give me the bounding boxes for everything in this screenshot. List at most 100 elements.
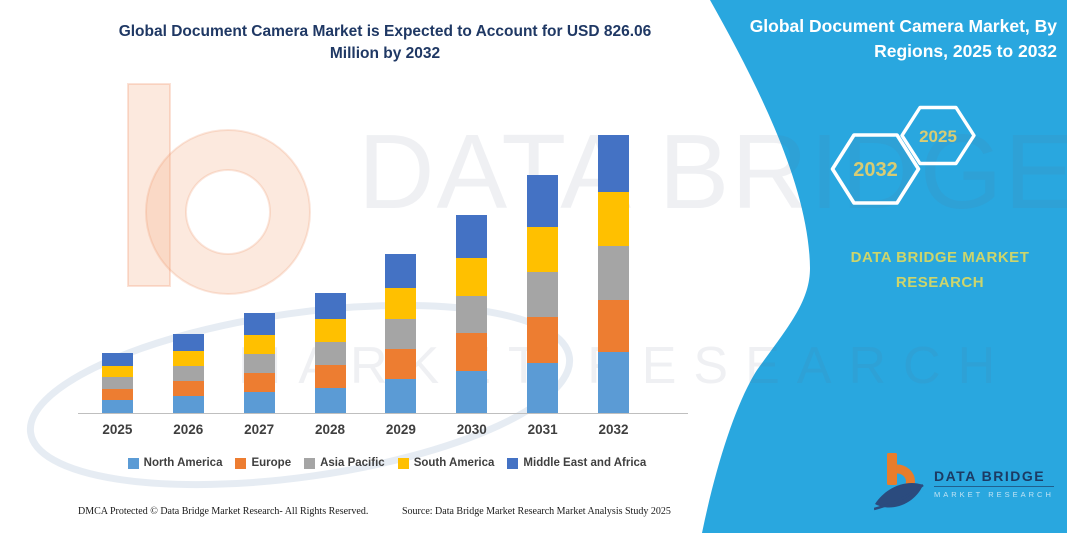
legend-label: South America [413,457,495,469]
watermark-text-big: DATA BRIDGE [358,113,1067,231]
bars-row [82,123,649,413]
bar-stack-2026 [172,333,204,413]
legend-item: Asia Pacific [304,457,385,469]
bar-2031 [507,175,578,413]
bar-segment-2029 [385,318,417,350]
legend-swatch [397,457,409,469]
legend-item: South America [397,457,495,469]
watermark-b-bowl-outline-inner [185,169,271,255]
bar-stack-2032 [598,135,630,413]
watermark-b-bowl [146,130,310,294]
bar-segment-2032 [598,299,630,352]
hexagon-2025-label: 2025 [919,127,957,146]
brand-logo-name: DATA BRIDGE [934,467,1046,484]
footer-source-text: Source: Data Bridge Market Research Mark… [402,506,671,517]
x-axis-line [78,413,688,414]
bar-segment-2027 [243,372,275,392]
bar-stack-2029 [385,253,417,413]
bar-2027 [224,313,295,413]
bar-2026 [153,333,224,413]
watermark-b-bowl-outline-outer [145,129,311,295]
bar-segment-2026 [172,350,204,366]
bar-segment-2029 [385,288,417,319]
bar-segment-2030 [456,215,488,258]
x-axis-label: 2031 [527,422,558,437]
bar-segment-2030 [456,295,488,334]
legend-label: Middle East and Africa [523,457,647,469]
x-axis-label: 2026 [173,422,204,437]
panel-brand-caption: DATA BRIDGE MARKET RESEARCH [850,249,1030,291]
brand-logo-divider [934,485,1054,487]
bar-segment-2030 [456,257,488,296]
bar-stack-2028 [314,292,346,413]
bar-segment-2025 [101,353,133,366]
blue-panel-shape [702,0,1067,533]
bar-segment-2029 [385,379,417,413]
legend-label: Asia Pacific [320,457,385,469]
panel-title-line1: Global Document Camera Market, By [749,16,1057,36]
brand-logo-icon [874,453,924,511]
legend-swatch [304,457,316,469]
bar-segment-2028 [314,387,346,413]
bar-segment-2028 [314,364,346,388]
chart-title-line1: Global Document Camera Market is Expecte… [118,23,652,40]
bar-segment-2027 [243,334,275,354]
x-axis-labels: 2025 2026 2027 2028 2029 2030 2031 2032 [82,422,649,437]
bar-stack-2031 [527,175,559,413]
legend-item: Europe [235,457,291,469]
bar-2025 [82,353,153,413]
bar-segment-2025 [101,377,133,389]
x-axis-label: 2025 [102,422,133,437]
panel-title: Global Document Camera Market, By Region… [745,14,1057,64]
legend-label: North America [143,457,223,469]
bar-segment-2026 [172,333,204,351]
brand-logo-subtitle: MARKET RESEARCH [934,489,1054,499]
bar-segment-2029 [385,349,417,380]
bar-segment-2032 [598,191,630,247]
bar-segment-2032 [598,135,630,192]
hexagon-2032-label: 2032 [853,159,898,181]
x-axis-label: 2029 [385,422,416,437]
bar-segment-2025 [101,365,133,378]
brand-logo: DATA BRIDGE MARKET RESEARCH [874,452,1054,514]
hexagon-badges: 2032 2025 [830,105,976,205]
footer-dmca-text: DMCA Protected © Data Bridge Market Rese… [78,506,369,517]
bar-segment-2026 [172,365,204,382]
legend-swatch [127,457,139,469]
bar-2032 [578,135,649,413]
bar-2029 [366,253,437,413]
legend-label: Europe [251,457,292,469]
bar-segment-2029 [385,253,417,289]
bar-2028 [295,292,366,413]
bar-2030 [436,215,507,413]
bar-segment-2032 [598,246,630,300]
bar-segment-2031 [527,272,559,318]
chart-title: Global Document Camera Market is Expecte… [70,21,700,65]
x-axis-label: 2028 [315,422,346,437]
x-axis-label: 2027 [244,422,275,437]
legend-item: Middle East and Africa [507,457,646,469]
bar-segment-2025 [101,388,133,401]
bar-segment-2032 [598,351,630,413]
bar-segment-2030 [456,370,488,413]
brand-logo-text: DATA BRIDGE MARKET RESEARCH [934,468,1054,499]
watermark-swoosh [26,301,574,489]
bar-stack-2025 [101,353,133,413]
bar-segment-2028 [314,319,346,343]
bar-segment-2027 [243,313,275,335]
bar-segment-2027 [243,353,275,373]
hexagon-2032-shape [830,133,921,205]
bar-segment-2031 [527,362,559,413]
bar-segment-2026 [172,396,204,413]
bar-segment-2025 [101,400,133,413]
hexagon-2025-shape [900,105,976,166]
bar-stack-2030 [456,215,488,413]
watermark-b-stem [127,83,171,287]
bar-segment-2031 [527,317,559,363]
bar-segment-2026 [172,381,204,397]
bar-segment-2030 [456,333,488,371]
bar-segment-2028 [314,342,346,365]
